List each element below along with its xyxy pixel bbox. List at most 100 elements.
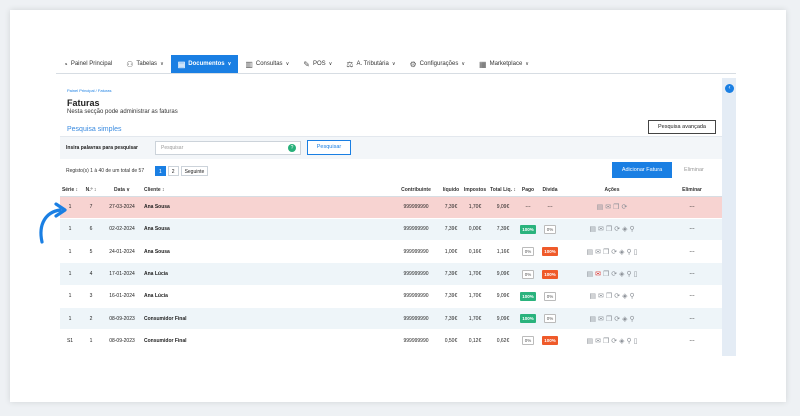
chart-icon: ▥ xyxy=(245,59,253,69)
cell-serie: 1 xyxy=(60,196,80,219)
nav-item-5[interactable]: ⚖ A. Tributária ∨ xyxy=(339,55,402,73)
layers-icon[interactable]: ◈ xyxy=(619,337,625,345)
pdf-icon[interactable]: ▤ xyxy=(589,315,597,323)
copy-icon[interactable]: ❐ xyxy=(602,248,610,256)
pdf-icon[interactable]: ▤ xyxy=(596,204,604,212)
copy-icon[interactable]: ❐ xyxy=(605,315,613,323)
col-serie[interactable]: Série ↕ xyxy=(60,184,80,197)
copy-icon[interactable]: ❐ xyxy=(605,226,613,234)
debt-badge[interactable]: 0% xyxy=(543,224,557,234)
col-date[interactable]: Data ∨ xyxy=(102,184,142,197)
email-icon[interactable]: ✉ xyxy=(595,337,601,345)
nav-item-0[interactable]: ◔ Painel Principal xyxy=(56,55,119,73)
advanced-search-button[interactable]: Pesquisa avançada xyxy=(648,120,716,134)
layers-icon[interactable]: ◈ xyxy=(622,226,628,234)
document-icon[interactable]: ▯ xyxy=(633,248,638,256)
convert-icon[interactable]: ⟳ xyxy=(614,315,621,323)
email-icon[interactable]: ✉ xyxy=(598,226,604,234)
debt-badge[interactable]: 0% xyxy=(543,314,557,324)
layers-icon[interactable]: ◈ xyxy=(622,315,628,323)
nav-item-6[interactable]: ⚙ Configurações ∨ xyxy=(402,55,472,73)
help-icon[interactable]: ? xyxy=(288,144,296,152)
copy-icon[interactable]: ❐ xyxy=(602,271,610,279)
cell-nif: 999999990 xyxy=(392,285,440,308)
nav-item-label: POS xyxy=(312,61,326,67)
col-total[interactable]: Total Liq. ↕ xyxy=(488,184,518,197)
pdf-icon[interactable]: ▤ xyxy=(586,271,594,279)
convert-icon[interactable]: ⟳ xyxy=(614,226,621,234)
cell-delete: --- xyxy=(662,285,722,308)
nav-item-4[interactable]: ✎ POS ∨ xyxy=(296,55,339,73)
table-row[interactable]: 1 6 02-02-2024 Ana Sousa 999999990 7,39€ 0,00€… xyxy=(60,218,722,242)
email-icon[interactable]: ✉ xyxy=(598,315,604,323)
cell-total: 9,09€ xyxy=(488,285,518,308)
table-row[interactable]: 1 3 16-01-2024 Ana Lúcia 999999990 7,39€ 1,70€… xyxy=(60,285,722,308)
pdf-icon[interactable]: ▤ xyxy=(589,226,597,234)
copy-icon[interactable]: ❐ xyxy=(613,204,620,212)
email-icon[interactable]: ✉ xyxy=(598,293,604,301)
table-row[interactable]: 1 7 27-03-2024 Ana Sousa 999999990 7,39€ 1,70€… xyxy=(60,196,722,219)
cell-serie: 1 xyxy=(60,262,80,286)
nav-item-7[interactable]: ▦ Marketplace ∨ xyxy=(472,55,536,73)
pdf-icon[interactable]: ▤ xyxy=(586,337,594,345)
paid-badge[interactable]: 0% xyxy=(521,269,535,279)
paid-badge[interactable]: 0% xyxy=(521,336,535,346)
debt-badge[interactable]: 0% xyxy=(543,291,557,301)
search-icon[interactable]: ⚲ xyxy=(629,315,635,323)
nav-item-2[interactable]: ▤ Documentos ∨ xyxy=(170,55,239,73)
paid-badge[interactable]: 100% xyxy=(520,314,536,324)
chevron-down-icon: ∨ xyxy=(160,61,164,67)
convert-icon[interactable]: ⟳ xyxy=(611,271,618,279)
layers-icon[interactable]: ◈ xyxy=(622,293,628,301)
right-rail: ‹ xyxy=(722,78,736,356)
pdf-icon[interactable]: ▤ xyxy=(586,248,594,256)
document-icon: ▤ xyxy=(177,59,186,69)
search-icon[interactable]: ⚲ xyxy=(629,293,635,301)
search-icon[interactable]: ⚲ xyxy=(626,248,632,256)
nav-item-3[interactable]: ▥ Consultas ∨ xyxy=(238,55,296,73)
search-input[interactable]: Pesquisar ? xyxy=(155,141,301,155)
search-button[interactable]: Pesquisar xyxy=(307,140,351,155)
document-icon[interactable]: ▯ xyxy=(633,337,638,345)
debt-badge[interactable]: 100% xyxy=(542,269,558,279)
col-number[interactable]: N.º ↕ xyxy=(80,184,102,197)
add-invoice-button[interactable]: Adicionar Fatura xyxy=(612,162,672,178)
next-page-button[interactable]: Seguinte xyxy=(180,166,209,176)
copy-icon[interactable]: ❐ xyxy=(602,337,610,345)
collapse-panel-icon[interactable]: ‹ xyxy=(725,84,734,93)
paid-badge[interactable]: 100% xyxy=(520,291,536,301)
paid-badge[interactable]: 0% xyxy=(521,247,535,257)
debt-badge[interactable]: 100% xyxy=(542,336,558,346)
debt-badge[interactable]: 100% xyxy=(542,247,558,257)
table-row[interactable]: S1 1 08-09-2023 Consumidor Final 999999990 0,… xyxy=(60,329,722,353)
delete-button[interactable]: Eliminar xyxy=(684,167,704,173)
convert-icon[interactable]: ⟳ xyxy=(621,204,628,212)
cell-pago: 0% xyxy=(518,240,538,264)
convert-icon[interactable]: ⟳ xyxy=(611,337,618,345)
search-icon[interactable]: ⚲ xyxy=(629,226,635,234)
table-row[interactable]: 1 5 24-01-2024 Ana Sousa 999999990 1,00€ 0,16€… xyxy=(60,240,722,264)
row-actions: ▤ ✉ ❐ ⟳ ◈ ⚲ ▯ xyxy=(586,248,637,256)
convert-icon[interactable]: ⟳ xyxy=(611,248,618,256)
table-row[interactable]: 1 2 08-09-2023 Consumidor Final 999999990 7,3… xyxy=(60,307,722,331)
layers-icon[interactable]: ◈ xyxy=(619,248,625,256)
cell-actions: ▤ ✉ ❐ ⟳ ◈ ⚲ xyxy=(562,307,662,331)
email-icon[interactable]: ✉ xyxy=(605,204,612,212)
search-icon[interactable]: ⚲ xyxy=(626,271,632,279)
page-2-button[interactable]: 2 xyxy=(167,166,179,176)
table-row[interactable]: 1 4 17-01-2024 Ana Lúcia 999999990 7,39€ 1,70€… xyxy=(60,262,722,286)
copy-icon[interactable]: ❐ xyxy=(605,293,613,301)
search-icon[interactable]: ⚲ xyxy=(626,337,632,345)
col-client[interactable]: Cliente ↕ xyxy=(142,184,392,197)
pdf-icon[interactable]: ▤ xyxy=(589,293,597,301)
cell-total: 0,62€ xyxy=(488,329,518,353)
convert-icon[interactable]: ⟳ xyxy=(614,293,621,301)
email-icon[interactable]: ✉ xyxy=(595,248,601,256)
nav-item-1[interactable]: ⚇ Tabelas ∨ xyxy=(119,55,171,73)
breadcrumb[interactable]: Painel Principal / Faturas xyxy=(67,88,112,93)
paid-badge[interactable]: 100% xyxy=(520,224,536,234)
document-icon[interactable]: ▯ xyxy=(633,271,638,279)
page-1-button[interactable]: 1 xyxy=(155,166,166,176)
layers-icon[interactable]: ◈ xyxy=(619,271,625,279)
email-icon[interactable]: ✉ xyxy=(595,271,601,279)
